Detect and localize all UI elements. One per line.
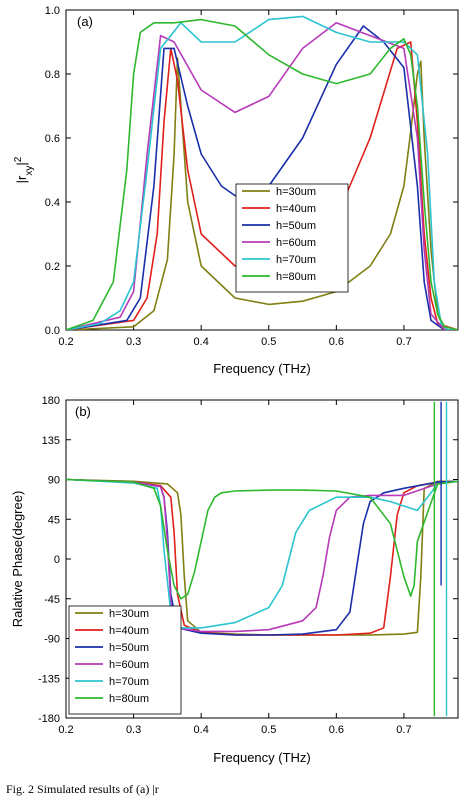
panel-a-legend: h=30um h=40um h=50um h=60um h=70um h=80um: [235, 183, 349, 293]
panel-b-series-h-80um: [66, 478, 458, 600]
panel-a-series-h-80um: [66, 18, 458, 330]
panel-a-series-h-60um: [66, 21, 458, 330]
panel-a-y-tick-label: 1.0: [45, 5, 60, 17]
panel-b-legend-label: h=60um: [109, 659, 149, 671]
panel-a-y-tick-label: 0.2: [45, 261, 60, 273]
panel-a-ticks: 0.2 0.3 0.4 0.5 0.6 0.70.00.20.40.60.81.0: [45, 5, 458, 348]
panel-a-legend-label: h=60um: [276, 237, 316, 249]
panel-b-legend-label: h=30um: [109, 608, 149, 620]
panel-a-x-tick-label: 0.3: [126, 336, 141, 348]
panel-a-plot-frame: [65, 9, 459, 331]
panel-b-x-tick-label: 0.4: [194, 724, 209, 736]
panel-b-x-tick-label: 0.3: [126, 724, 141, 736]
panel-a-legend-box: [235, 183, 349, 293]
panel-a-legend-label: h=50um: [276, 220, 316, 232]
panel-a-legend-label: h=40um: [276, 203, 316, 215]
panel-b-series-h-70um: [66, 478, 458, 629]
panel-a-label: (a): [77, 14, 93, 29]
panel-b-legend: h=30um h=40um h=50um h=60um h=70um h=80um: [68, 605, 182, 715]
panel-b-y-tick-label: 135: [42, 435, 60, 447]
panel-b-y-tick-label: -90: [44, 634, 60, 646]
panel-a-legend-label: h=70um: [276, 254, 316, 266]
panel-a-y-tick-label: 0.4: [45, 197, 60, 209]
panel-b-x-axis-title: Frequency (THz): [213, 750, 311, 765]
panel-a-y-axis-sup: 2: [13, 156, 24, 162]
panel-a-y-tick-label: 0.0: [45, 325, 60, 337]
panel-b-y-tick-label: -45: [44, 594, 60, 606]
panel-b-legend-box: [68, 605, 182, 715]
panel-a-x-tick-label: 0.7: [396, 336, 411, 348]
figure-caption: Fig. 2 Simulated results of (a) |r: [6, 782, 159, 796]
panel-a-series-h-70um: [66, 15, 458, 330]
panel-b-y-tick-label: 180: [42, 395, 60, 407]
panel-b-label: (b): [75, 404, 91, 419]
panel-a-y-axis-title: |rxy|2: [13, 156, 35, 183]
panel-b-y-tick-label: -180: [38, 713, 60, 725]
panel-a-y-tick-label: 0.6: [45, 133, 60, 145]
panel-a-x-axis-title: Frequency (THz): [213, 361, 311, 376]
panel-a-legend-label: h=80um: [276, 271, 316, 283]
panel-b-series: [66, 401, 458, 717]
panel-a-series-h-30um: [66, 57, 458, 330]
panel-b-x-tick-label: 0.2: [58, 724, 73, 736]
panel-b-y-axis-title: Ralative Phase(degree): [10, 491, 25, 628]
panel-a-y-axis-sub: xy: [24, 166, 35, 176]
panel-b-y-tick-label: -135: [38, 673, 60, 685]
panel-a-x-tick-label: 0.5: [261, 336, 276, 348]
panel-b-legend-label: h=80um: [109, 693, 149, 705]
panel-a-legend-label: h=30um: [276, 186, 316, 198]
panel-b-chart: 0.2 0.3 0.4 0.5 0.6 0.7 -180 -135 -90 -45 0 45 90 135…: [10, 395, 459, 765]
panel-b-y-tick-label: 45: [48, 514, 60, 526]
panel-b-x-tick-label: 0.6: [329, 724, 344, 736]
panel-a-y-axis-main: |r: [14, 175, 29, 183]
panel-b-legend-label: h=50um: [109, 642, 149, 654]
panel-a-x-tick-label: 0.6: [329, 336, 344, 348]
panel-b-series-h-60um: [66, 478, 458, 633]
panel-a-y-axis-bar: |: [14, 162, 29, 165]
panel-a-x-tick-label: 0.4: [194, 336, 209, 348]
panel-a-x-tick-label: 0.2: [58, 336, 73, 348]
panel-b-x-tick-label: 0.7: [396, 724, 411, 736]
panel-a-y-tick-label: 0.8: [45, 69, 60, 81]
panel-b-legend-label: h=70um: [109, 676, 149, 688]
panel-a-chart: 0.2 0.3 0.4 0.5 0.6 0.70.00.20.40.60.81.0 (a)…: [13, 5, 459, 376]
panel-b-legend-label: h=40um: [109, 625, 149, 637]
panel-b-ticks: 0.2 0.3 0.4 0.5 0.6 0.7 -180 -135 -90 -45 0 45 90 135…: [38, 395, 458, 736]
panel-b-y-tick-label: 90: [48, 475, 60, 487]
panel-b-x-tick-label: 0.5: [261, 724, 276, 736]
panel-b-y-tick-label: 0: [54, 554, 60, 566]
